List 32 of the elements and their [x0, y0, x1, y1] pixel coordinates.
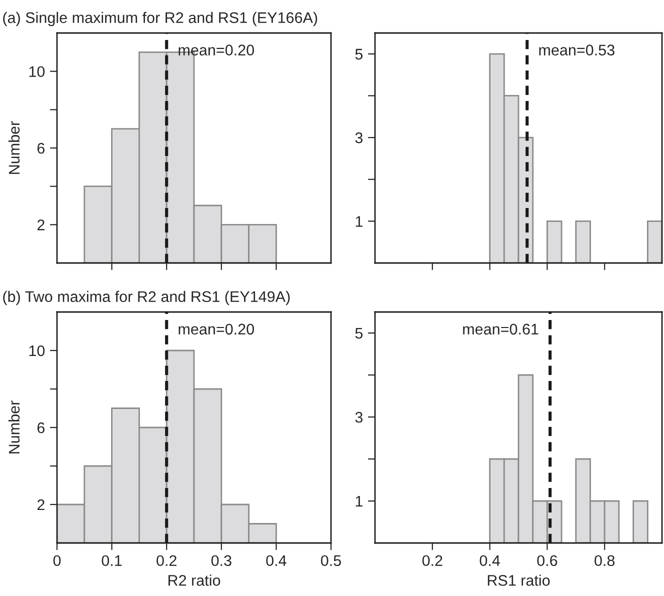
y-axis-title: Number	[8, 121, 20, 174]
y-tick-label: 10	[29, 345, 45, 356]
chart-title: (a) Single maximum for R2 and RS1 (EY166A)	[3, 12, 318, 26]
x-tick-label: 0.2	[156, 555, 176, 566]
y-tick-label: 2	[37, 499, 44, 510]
ref-line-label: mean=0.53	[539, 44, 614, 56]
x-tick-label: 0.1	[102, 555, 122, 566]
x-tick-label: 0	[53, 555, 61, 566]
x-tick-label: 0.3	[211, 555, 232, 566]
x-axis-title: R2 ratio	[168, 574, 220, 586]
x-tick-label: 0.8	[594, 555, 615, 566]
y-tick-label: 2	[37, 220, 44, 230]
x-tick-label: 0.2	[422, 555, 442, 566]
x-tick-label: 0.4	[480, 555, 500, 566]
y-tick-label: 3	[355, 132, 363, 144]
y-axis-title: Number	[8, 400, 20, 454]
chart-title: (b) Two maxima for R2 and RS1 (EY149A)	[3, 290, 290, 306]
y-tick-label: 3	[355, 412, 363, 423]
y-tick-label: 5	[355, 328, 363, 339]
y-tick-label: 1	[356, 496, 362, 507]
x-tick-label: 0.6	[537, 555, 558, 566]
x-tick-label: 0.5	[320, 555, 341, 566]
x-tick-label: 0.4	[266, 555, 286, 566]
y-tick-label: 1	[356, 216, 362, 227]
ref-line-label: mean=0.20	[178, 324, 254, 335]
y-tick-label: 6	[37, 422, 45, 434]
y-tick-label: 6	[37, 142, 45, 154]
y-tick-label: 5	[355, 48, 363, 60]
x-axis-title: RS1 ratio	[488, 574, 550, 586]
ref-line-label: mean=0.61	[463, 324, 538, 335]
y-tick-label: 10	[29, 66, 45, 78]
ref-line-label: mean=0.20	[178, 44, 254, 56]
